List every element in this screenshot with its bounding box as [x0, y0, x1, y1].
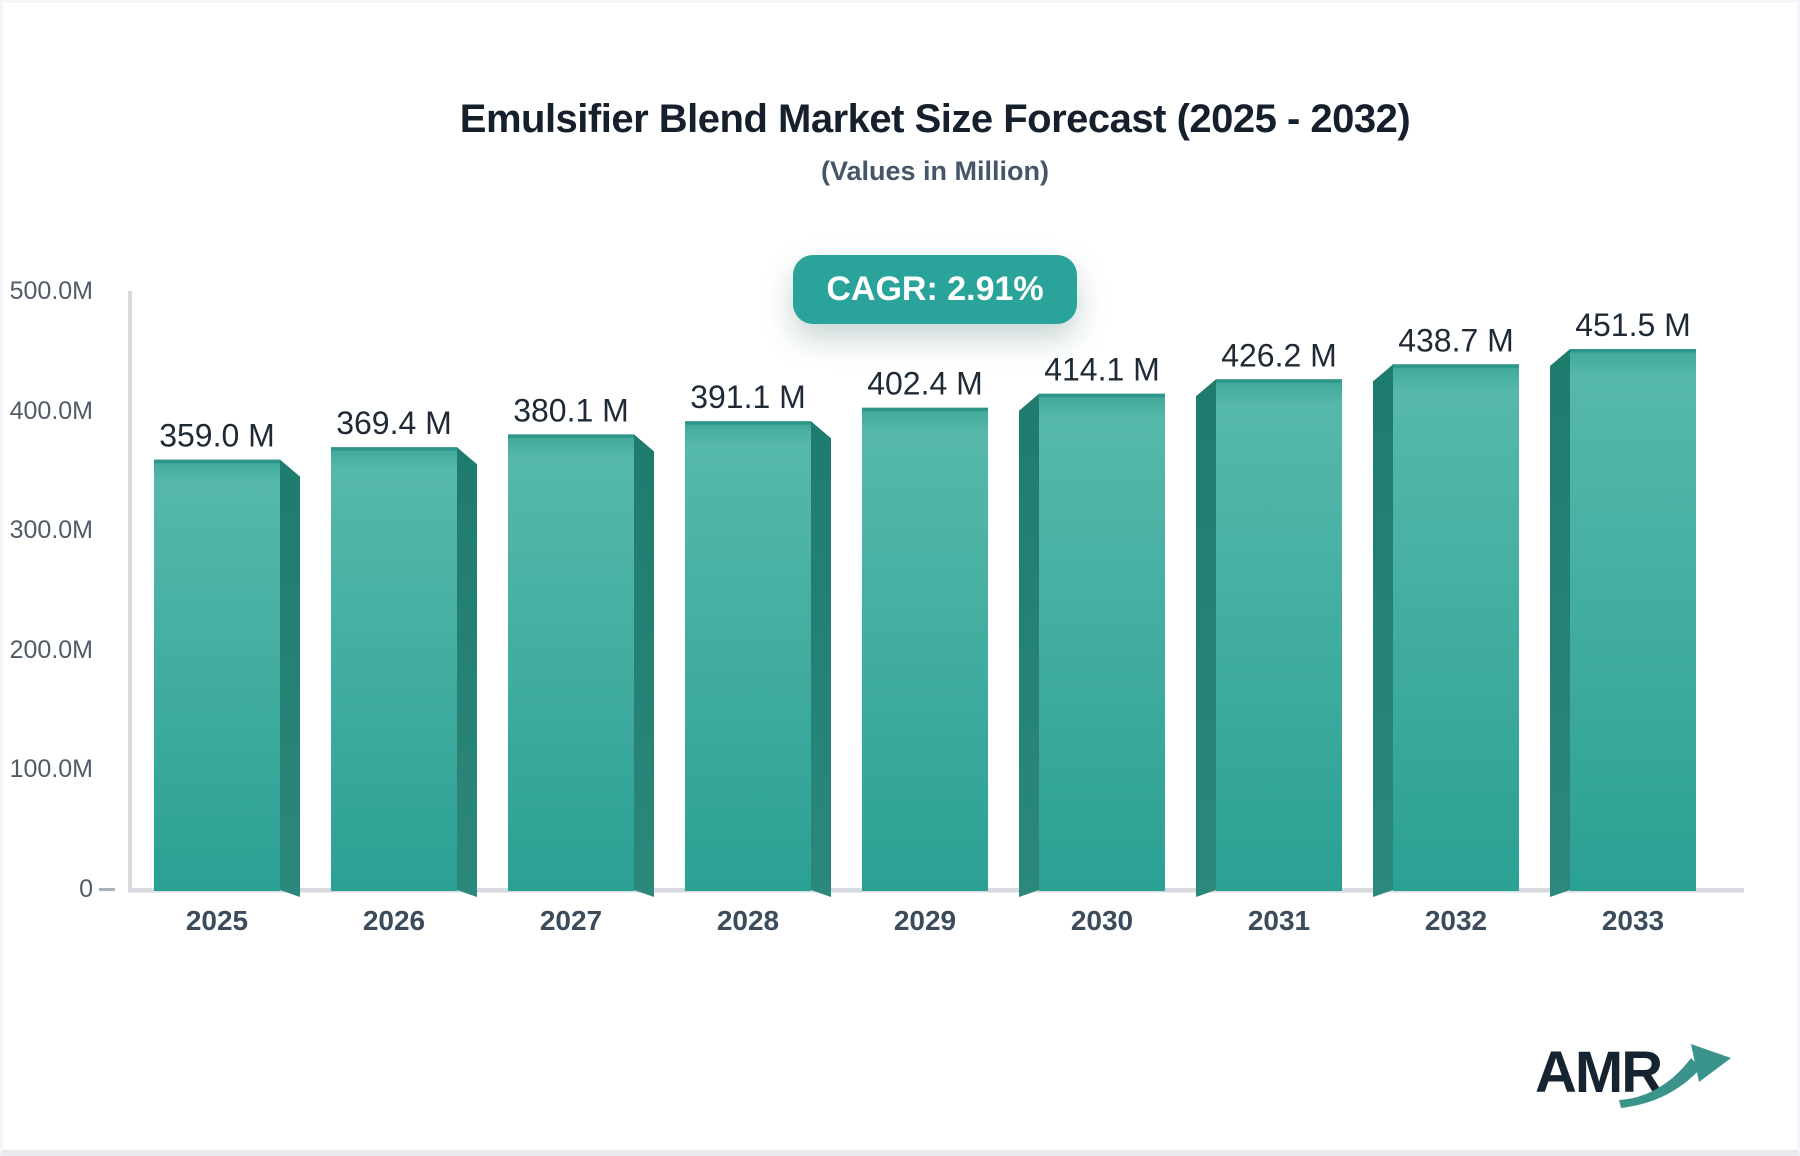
chart-subtitle: (Values in Million): [820, 156, 1050, 186]
y-axis-label-0: 0: [79, 875, 93, 903]
x-axis-label-2033: 2033: [1601, 905, 1665, 936]
bar-group-2028: 391.1 M: [685, 379, 831, 897]
bar-value-label-2027: 380.1 M: [513, 392, 629, 428]
bar-group-2026: 369.4 M: [331, 405, 477, 897]
bar-top-edge-2033: [1570, 349, 1696, 353]
x-axis-label-2027: 2027: [539, 905, 603, 936]
bar-value-label-2030: 414.1 M: [1044, 352, 1160, 388]
x-axis-label-2028: 2028: [716, 905, 780, 936]
cagr-badge: CAGR: 2.91%: [793, 255, 1077, 324]
logo-text: AMR: [1535, 1040, 1663, 1105]
bar-group-2027: 380.1 M: [508, 392, 654, 897]
bar-top-edge-2029: [862, 407, 988, 412]
bar-side-2025: [280, 459, 300, 897]
bar-top-edge-2030: [1039, 393, 1165, 398]
y-axis-label-500: 500.0M: [9, 277, 93, 305]
bar-side-2032: [1373, 364, 1393, 897]
x-axis-label-2030: 2030: [1070, 905, 1134, 936]
x-axis-label-2032: 2032: [1424, 905, 1488, 936]
bar-2033[interactable]: [1570, 349, 1696, 892]
x-axis-label-2029: 2029: [893, 905, 957, 936]
bar-top-edge-2028: [685, 421, 811, 425]
bar-2025[interactable]: [154, 459, 280, 891]
cagr-badge-row: CAGR: 2.91%: [133, 255, 1737, 324]
bar-side-2028: [811, 421, 831, 897]
bar-top-edge-2027: [508, 434, 634, 438]
bar-side-2031: [1196, 379, 1216, 898]
bar-top-edge-2032: [1393, 364, 1519, 368]
bar-value-label-2028: 391.1 M: [690, 379, 806, 415]
bar-group-2025: 359.0 M: [154, 418, 300, 897]
bar-2027[interactable]: [508, 434, 634, 891]
bar-side-2033: [1550, 349, 1570, 898]
bar-2032[interactable]: [1393, 364, 1519, 891]
bar-2029[interactable]: [862, 407, 988, 891]
y-axis-label-400: 400.0M: [9, 396, 93, 425]
bar-value-label-2032: 438.7 M: [1398, 322, 1514, 358]
bar-side-2030: [1019, 393, 1039, 897]
bar-top-edge-2025: [154, 459, 280, 464]
y-axis-label-200: 200.0M: [9, 635, 93, 664]
bar-top-edge-2026: [331, 447, 457, 451]
bar-2030[interactable]: [1039, 393, 1165, 891]
bar-side-2026: [457, 447, 477, 897]
bar-chart-canvas: 359.0 M 369.4 M 380.1 M 391.1 M 402.4 M 414.1…: [128, 291, 1744, 898]
bar-value-label-2031: 426.2 M: [1221, 337, 1337, 373]
bar-top-edge-2031: [1216, 379, 1342, 383]
x-axis-label-2025: 2025: [185, 905, 249, 936]
x-axis-label-2026: 2026: [362, 905, 426, 936]
y-axis-label-300: 300.0M: [9, 516, 93, 545]
page-title: Emulsifier Blend Market Size Forecast (2…: [459, 97, 1411, 141]
bar-group-2029: 402.4 M: [862, 366, 988, 891]
bar-group-2030: 414.1 M: [1019, 352, 1165, 897]
zero-tick-mark: [99, 888, 115, 891]
bar-group-2033: 451.5 M: [1550, 307, 1696, 898]
bar-value-label-2033: 451.5 M: [1575, 307, 1691, 343]
bar-value-label-2025: 359.0 M: [159, 418, 275, 454]
growth-arrow-icon: [1619, 1044, 1731, 1108]
amr-logo: AMR: [1535, 1039, 1735, 1129]
bar-group-2031: 426.2 M: [1196, 337, 1342, 898]
y-axis-label-100: 100.0M: [9, 755, 93, 784]
bar-2028[interactable]: [685, 421, 811, 891]
bar-side-2027: [634, 434, 654, 897]
bar-value-label-2029: 402.4 M: [867, 366, 983, 402]
bar-2026[interactable]: [331, 447, 457, 891]
y-axis-line: [128, 291, 132, 891]
bar-value-label-2026: 369.4 M: [336, 405, 452, 441]
bar-2031[interactable]: [1216, 379, 1342, 891]
bar-group-2032: 438.7 M: [1373, 322, 1519, 897]
chart-header: Emulsifier Blend Market Size Forecast (2…: [133, 3, 1737, 186]
x-axis-label-2031: 2031: [1247, 905, 1311, 936]
